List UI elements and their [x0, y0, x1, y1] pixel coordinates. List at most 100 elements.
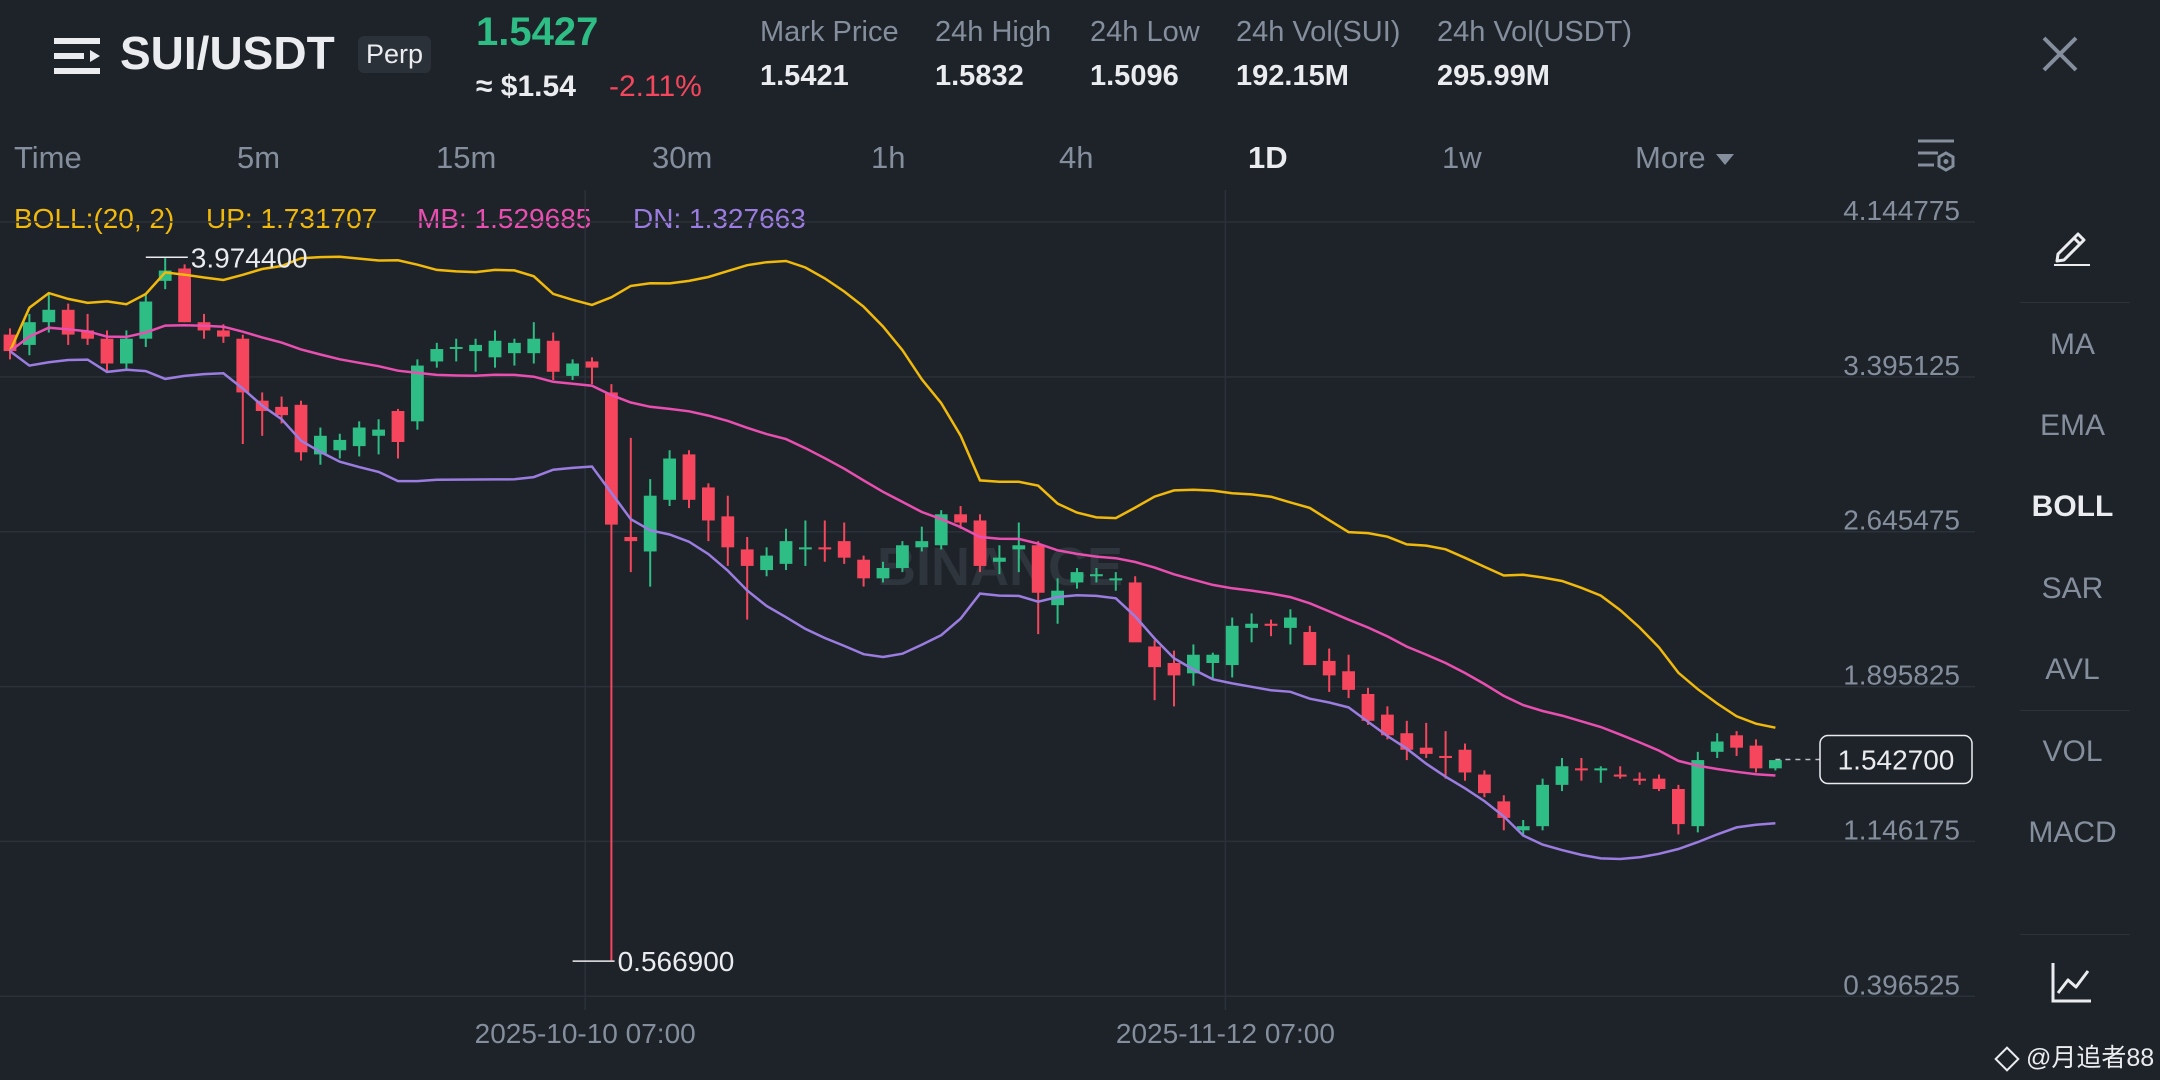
candle-body [701, 487, 715, 521]
candle-body [1225, 625, 1239, 666]
candle-body [546, 340, 560, 372]
sidebar-item-ma[interactable]: MA [2050, 328, 2095, 361]
tab-time[interactable]: Time [14, 140, 82, 175]
price-change: -2.11% [609, 70, 702, 103]
candle-body [1516, 826, 1530, 831]
candle-body [410, 365, 424, 422]
candle-body [818, 547, 832, 550]
candle-body [1555, 766, 1569, 785]
candle-body [430, 349, 444, 362]
boll-middle-line [9, 324, 1776, 777]
candle-body [1613, 774, 1627, 777]
contract-type-badge: Perp [358, 36, 432, 73]
tab-1w[interactable]: 1w [1442, 140, 1482, 175]
candlestick-chart[interactable]: 4.144775 3.395125 2.645475 1.895825 1.146175… [0, 190, 1975, 1050]
caret-down-icon [1715, 154, 1734, 166]
stat-value-24h-vol-sui: 192.15M [1236, 60, 1349, 92]
y-tick-label: 3.395125 [1843, 350, 1960, 381]
pencil-icon[interactable] [2052, 226, 2092, 266]
legend-boll-up: UP: 1.731707 [206, 203, 378, 234]
candle-body [1594, 768, 1608, 771]
candle-body [1322, 660, 1336, 676]
stat-label-24h-vol-sui: 24h Vol(SUI) [1236, 16, 1401, 48]
candle-body [1730, 735, 1744, 748]
stat-label-24h-high: 24h High [935, 16, 1052, 48]
candle-body [1089, 574, 1103, 577]
candle-body [1303, 632, 1317, 666]
candle-body [604, 392, 618, 525]
watermark-user-text: @月追者88 [2026, 1044, 2155, 1072]
tab-1d[interactable]: 1D [1248, 140, 1288, 175]
chart-settings-icon[interactable] [1916, 136, 1956, 176]
candle-body [1206, 654, 1220, 663]
menu-icon[interactable] [54, 36, 100, 76]
sidebar-item-sar[interactable]: SAR [2041, 572, 2104, 605]
tab-5m[interactable]: 5m [237, 140, 281, 175]
candle-body [1439, 755, 1453, 759]
max-price-label: 3.974400 [191, 242, 308, 273]
candle-body [1458, 749, 1472, 773]
sidebar-item-macd[interactable]: MACD [2028, 816, 2117, 849]
tab-30m[interactable]: 30m [652, 140, 713, 175]
line-chart-icon[interactable] [2050, 960, 2094, 1004]
candle-body [1574, 768, 1588, 771]
sidebar-item-boll[interactable]: BOLL [2031, 490, 2114, 523]
pair-symbol[interactable]: SUI/USDT [120, 27, 335, 79]
candle-body [1749, 745, 1763, 769]
tab-1h[interactable]: 1h [871, 140, 906, 175]
candle-body [391, 411, 405, 442]
candle-body [1477, 774, 1491, 794]
legend-boll-params: BOLL:(20, 2) [14, 203, 175, 234]
tab-15m[interactable]: 15m [436, 140, 497, 175]
candle-body [1167, 662, 1181, 676]
sidebar-item-ema[interactable]: EMA [2039, 409, 2105, 442]
candle-body [333, 439, 347, 451]
candle-body [294, 404, 308, 453]
last-price: 1.5427 [476, 10, 599, 54]
candle-body [1031, 545, 1045, 593]
candle-body [449, 346, 463, 349]
boll-upper-line [8, 255, 1776, 729]
sidebar-divider [2020, 302, 2130, 303]
stat-label-24h-low: 24h Low [1090, 16, 1200, 48]
stat-value-24h-vol-usdt: 295.99M [1437, 60, 1550, 92]
candle-body [1710, 741, 1724, 752]
candle-body [1264, 623, 1278, 626]
candle-body [1342, 671, 1356, 690]
candle-body [352, 427, 366, 447]
candle-body [973, 520, 987, 566]
tab-4h[interactable]: 4h [1059, 140, 1094, 175]
candle-body [1691, 760, 1705, 827]
candle-body [779, 541, 793, 564]
sidebar-item-avl[interactable]: AVL [2045, 653, 2100, 686]
y-tick-label: 1.895825 [1843, 660, 1960, 691]
candle-body [1012, 545, 1026, 550]
candle-body [1070, 572, 1084, 583]
candle-body [1671, 788, 1685, 825]
candle-body [1380, 714, 1394, 736]
candle-body [876, 567, 890, 579]
tab-more-label: More [1635, 140, 1706, 175]
candle-body [1419, 747, 1433, 754]
diamond-icon [1994, 1046, 2020, 1073]
candle-body [469, 344, 483, 352]
candle-body [372, 429, 386, 436]
candle-body [139, 301, 153, 339]
candle-body [895, 545, 909, 568]
sidebar-item-vol[interactable]: VOL [2042, 735, 2103, 768]
current-price-box [1819, 734, 1973, 785]
tab-more[interactable]: More [1635, 140, 1734, 176]
candle-body [236, 338, 250, 393]
candle-body [740, 549, 754, 566]
candle-body [1148, 646, 1162, 668]
candle-body [721, 516, 735, 548]
stat-value-mark-price: 1.5421 [760, 60, 849, 92]
stat-value-24h-low: 1.5096 [1090, 60, 1179, 92]
close-icon[interactable] [2040, 34, 2080, 74]
usd-price: ≈ $1.54 [476, 70, 576, 103]
boll-lower-line [9, 350, 1776, 861]
candle-body [1245, 623, 1259, 628]
candle-body [1361, 693, 1375, 721]
sidebar-divider [2020, 934, 2130, 935]
candle-body [216, 330, 230, 337]
